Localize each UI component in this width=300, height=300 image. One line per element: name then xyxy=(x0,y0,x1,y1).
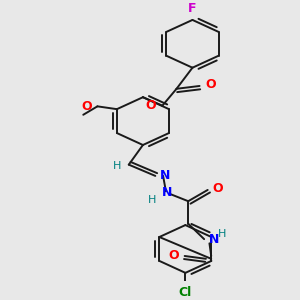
Text: N: N xyxy=(160,169,170,182)
Text: O: O xyxy=(168,250,179,262)
Text: H: H xyxy=(218,229,226,239)
Text: H: H xyxy=(148,195,156,205)
Text: H: H xyxy=(112,161,121,171)
Text: O: O xyxy=(146,99,156,112)
Text: O: O xyxy=(81,100,92,113)
Text: O: O xyxy=(212,182,223,195)
Text: F: F xyxy=(188,2,197,15)
Text: N: N xyxy=(208,232,219,246)
Text: N: N xyxy=(162,186,172,199)
Text: Cl: Cl xyxy=(179,286,192,299)
Text: O: O xyxy=(205,78,216,91)
